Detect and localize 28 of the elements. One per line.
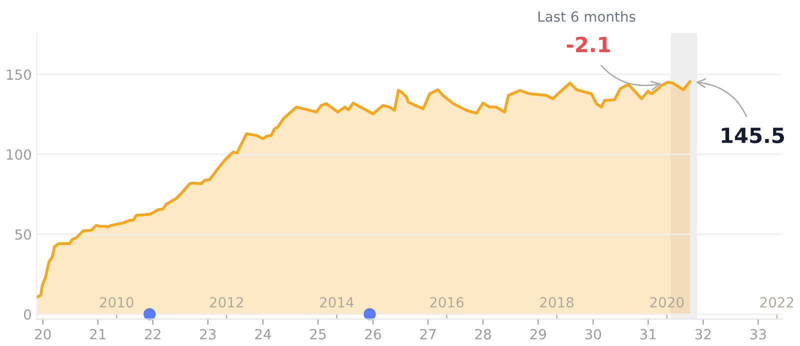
y-tick-label: 100 xyxy=(6,149,32,160)
x2-tick-label: 22 xyxy=(145,328,160,340)
x2-tick-label: 24 xyxy=(255,328,272,340)
x2-tick-label: 30 xyxy=(585,328,602,340)
x2-tick-label: 25 xyxy=(310,328,326,340)
x-tick-label: 2014 xyxy=(320,297,354,308)
x-tick-label: 2022 xyxy=(760,297,794,308)
annotation: -2.1 xyxy=(566,36,610,52)
x-tick-label: 2018 xyxy=(540,297,574,308)
annotation: 145.5 xyxy=(722,128,784,144)
x-tick-label: 2010 xyxy=(100,297,134,308)
y-tick-label: 0 xyxy=(24,309,32,320)
y-tick-label: 150 xyxy=(6,69,32,80)
x2-tick-label: 23 xyxy=(200,328,216,340)
x2-tick-label: 28 xyxy=(475,328,491,340)
x2-tick-label: 26 xyxy=(365,328,381,340)
x2-tick-label: 29 xyxy=(530,328,546,340)
x2-tick-label: 31 xyxy=(640,328,656,340)
x-tick-label: 2016 xyxy=(430,297,464,308)
x-tick-label: 2020 xyxy=(650,297,684,308)
y-tick-label: 50 xyxy=(15,229,32,240)
x2-tick-label: 33 xyxy=(750,328,766,340)
x-tick-label: 2012 xyxy=(210,297,243,308)
band-label: Last 6 months xyxy=(538,11,636,22)
x2-tick-label: 27 xyxy=(420,328,436,340)
x2-tick-label: 32 xyxy=(695,328,711,340)
x2-tick-label: 21 xyxy=(90,328,106,340)
x2-tick-label: 20 xyxy=(35,328,51,340)
